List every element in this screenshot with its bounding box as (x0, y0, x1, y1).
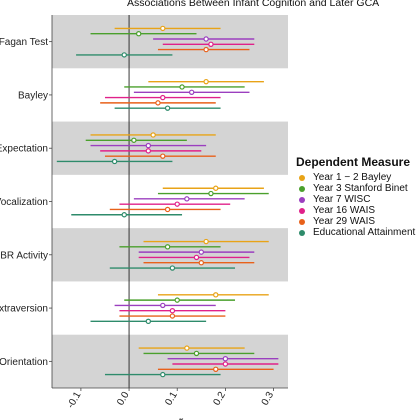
legend-title: Dependent Measure (296, 155, 411, 169)
estimate-point (208, 190, 214, 197)
x-tick-label: 0.0 (115, 390, 132, 408)
legend-dot (299, 196, 305, 203)
x-tick-label: 0.2 (212, 390, 229, 408)
legend-item: Year 7 WISC (296, 194, 420, 205)
legend-dot (299, 218, 305, 225)
estimate-point (145, 318, 152, 325)
estimate-point (222, 361, 229, 367)
estimate-point (184, 196, 190, 202)
estimate-point (203, 36, 209, 42)
legend-key (296, 217, 308, 227)
x-axis-label: r (178, 413, 184, 420)
legend-label: Year 7 WISC (313, 194, 371, 205)
group-label: Bayley (18, 90, 48, 101)
estimate-point (145, 148, 152, 154)
legend-key (296, 173, 308, 183)
estimate-point (203, 46, 209, 53)
group-band (52, 334, 288, 388)
estimate-point (169, 308, 176, 314)
estimate-point (121, 212, 127, 218)
estimate-point (203, 238, 209, 245)
estimate-point (193, 350, 200, 357)
estimate-point (222, 356, 229, 362)
legend-key (296, 184, 308, 194)
x-tick-label: 0.1 (163, 390, 180, 408)
legend-item: Educational Attainment (296, 227, 420, 238)
legend-label: Year 3 Stanford Binet (313, 183, 408, 194)
group-label: IBR Activity (0, 250, 48, 261)
legend-label: Year 1 − 2 Bayley (313, 172, 392, 183)
legend-key (296, 206, 308, 216)
legend-dot (299, 185, 305, 192)
group-bands (52, 15, 288, 388)
legend-key (296, 228, 308, 238)
estimate-point (145, 142, 152, 149)
estimate-point (164, 206, 171, 213)
estimate-point (179, 84, 185, 90)
estimate-point (155, 100, 161, 106)
estimate-point (160, 153, 166, 159)
estimate-point (198, 249, 205, 255)
group-label: Vocalization (0, 197, 48, 208)
legend-label: Year 16 WAIS (313, 205, 376, 216)
group-label: Fagan Test (0, 37, 48, 48)
estimate-point (121, 52, 127, 58)
estimate-point (198, 260, 205, 266)
estimate-point (160, 302, 166, 309)
group-band (52, 15, 288, 69)
estimate-point (213, 185, 219, 191)
group-label: E Orientation (0, 357, 48, 368)
estimate-point (160, 371, 166, 378)
estimate-point (188, 89, 195, 95)
estimate-point (193, 254, 200, 261)
legend-dot (299, 174, 305, 181)
legend-label: Educational Attainment (313, 227, 416, 238)
legend-dot (299, 229, 305, 236)
estimate-point (111, 158, 118, 165)
estimate-point (135, 30, 142, 37)
estimate-point (169, 313, 176, 319)
y-axis-labels: Fagan Test Bayley Expectation Vocalization I… (0, 37, 52, 368)
estimate-point (208, 41, 214, 47)
legend-item: Year 16 WAIS (296, 205, 420, 216)
legend-item: Year 3 Stanford Binet (296, 183, 420, 194)
group-band (52, 228, 288, 282)
legend-item: Year 1 − 2 Bayley (296, 172, 420, 183)
estimate-point (150, 132, 156, 138)
estimate-point (213, 366, 219, 373)
legend-item: Year 29 WAIS (296, 216, 420, 227)
estimate-point (131, 137, 137, 143)
estimate-point (160, 94, 166, 101)
legend-dot (299, 207, 305, 214)
x-tick-label: -0.1 (65, 390, 83, 411)
estimate-point (164, 105, 171, 111)
legend-label: Year 29 WAIS (313, 216, 376, 227)
estimate-point (174, 297, 180, 303)
x-tick-label: 0.3 (260, 390, 277, 408)
estimate-point (169, 265, 176, 271)
chart-title: Associations Between Infant Cognition an… (127, 0, 379, 9)
group-label: Extraversion (0, 304, 48, 315)
estimate-point (174, 201, 180, 207)
estimate-point (164, 244, 171, 250)
group-band (52, 121, 288, 175)
estimate-point (203, 78, 209, 85)
estimate-point (184, 345, 190, 351)
estimate-point (213, 292, 219, 298)
group-label: Expectation (0, 144, 48, 155)
estimate-marks (56, 25, 279, 378)
estimate-point (160, 25, 166, 32)
legend: Dependent Measure Year 1 − 2 Bayley Year … (296, 155, 420, 238)
legend-key (296, 195, 308, 205)
